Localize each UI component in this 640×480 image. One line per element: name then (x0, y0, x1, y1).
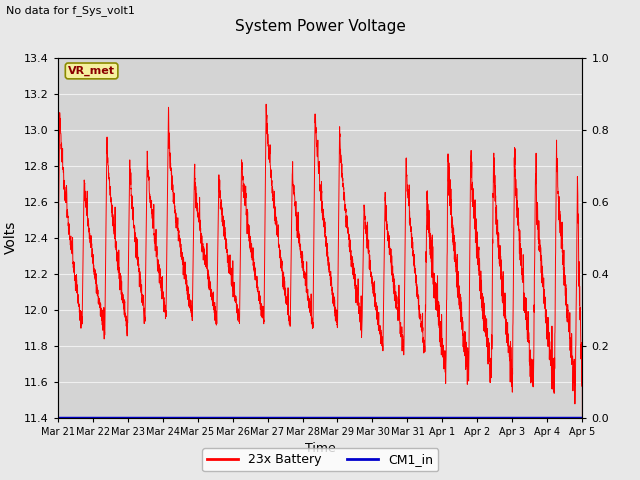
Text: VR_met: VR_met (68, 66, 115, 76)
Y-axis label: Volts: Volts (4, 221, 18, 254)
Legend: 23x Battery, CM1_in: 23x Battery, CM1_in (202, 448, 438, 471)
Text: System Power Voltage: System Power Voltage (235, 19, 405, 34)
X-axis label: Time: Time (305, 442, 335, 455)
Text: No data for f_Sys_volt1: No data for f_Sys_volt1 (6, 5, 135, 16)
